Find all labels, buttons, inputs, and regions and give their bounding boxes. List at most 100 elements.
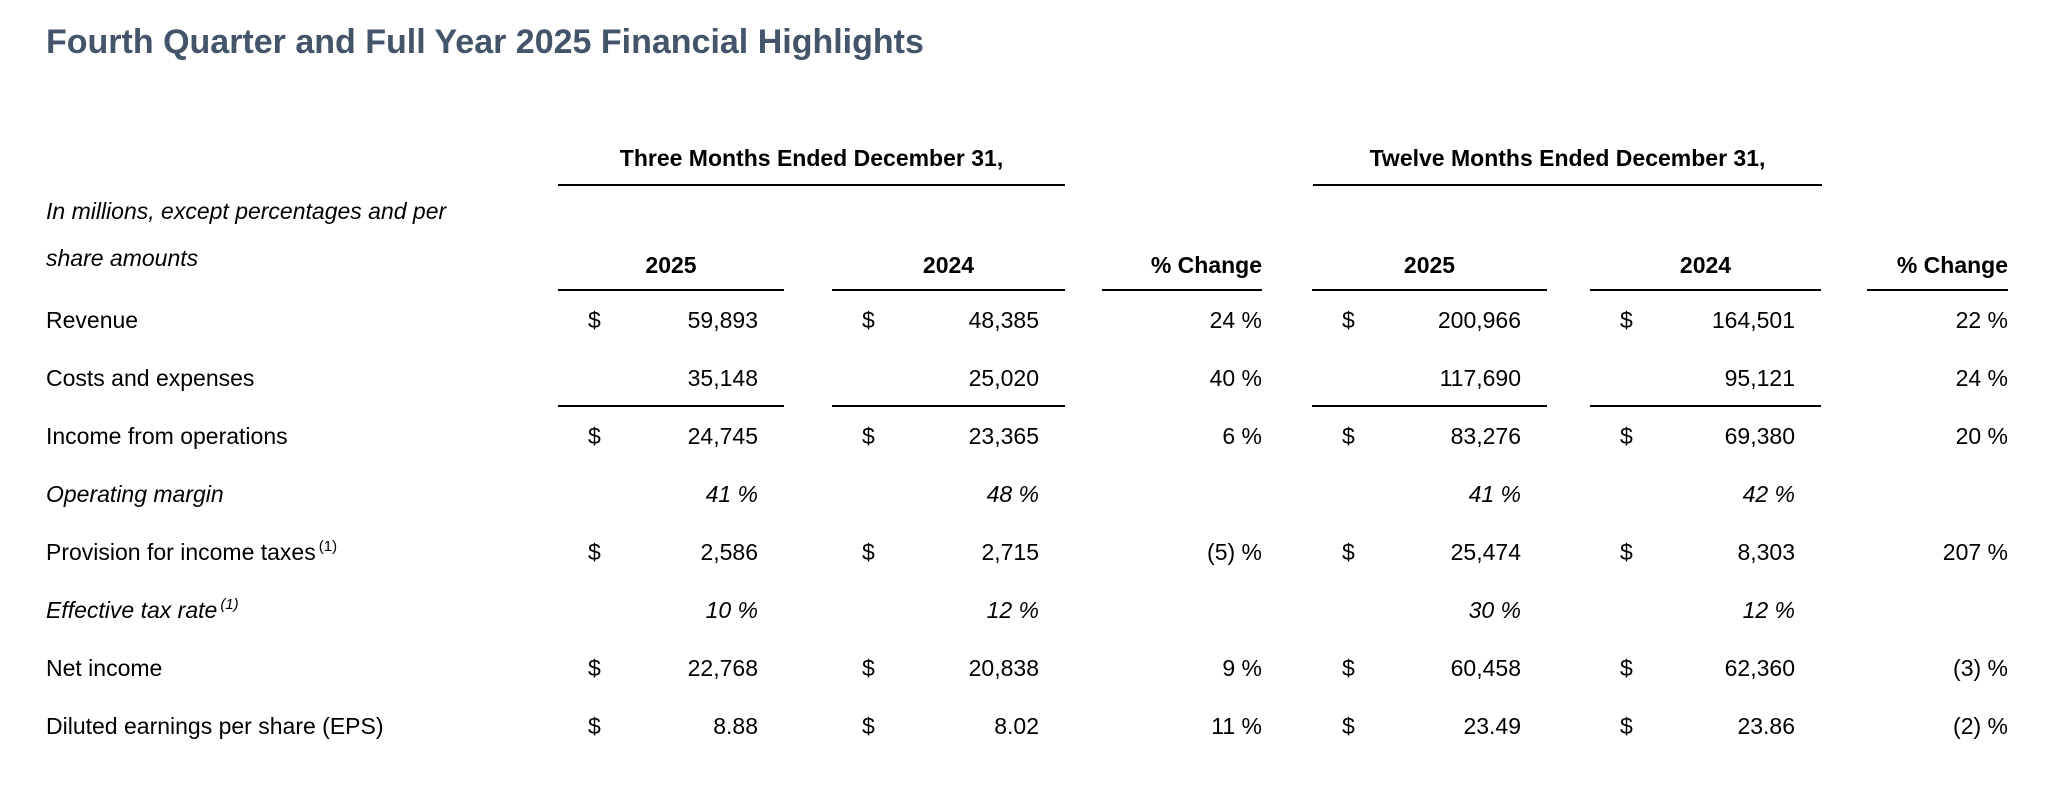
- cell-q4-pct-change: 9 %: [1222, 654, 1262, 681]
- cell-q4-2025: $2,586: [558, 523, 784, 581]
- dollar-sign: $: [588, 538, 601, 565]
- dollar-sign: $: [862, 538, 875, 565]
- cell-value: 2,586: [700, 538, 758, 565]
- cell-value: 30 %: [1468, 596, 1521, 623]
- column-header-row: In millions, except percentages and per …: [46, 188, 2008, 291]
- col-header-fy-pct-change: % Change: [1867, 252, 2008, 291]
- cell-fy-pct-change: 20 %: [1955, 422, 2008, 449]
- col-header-fy-2025: 2025: [1312, 252, 1547, 291]
- cell-q4-2025: $59,893: [558, 291, 784, 349]
- cell-q4-2025: $8.88: [558, 697, 784, 755]
- cell-fy-2025: $25,474: [1312, 523, 1547, 581]
- row-label: Effective tax rate (1): [46, 581, 558, 639]
- cell-value: 117,690: [1439, 364, 1521, 391]
- dollar-sign: $: [1620, 712, 1633, 739]
- table-units-note-line2: share amounts: [46, 244, 199, 271]
- dollar-sign: $: [1342, 538, 1355, 565]
- cell-q4-2025: $24,745: [558, 407, 784, 465]
- cell-fy-pct-change: 22 %: [1955, 306, 2008, 333]
- dollar-sign: $: [862, 654, 875, 681]
- table-row-costs-and-expenses: Costs and expenses 35,148 25,020 40 % 11…: [46, 349, 2008, 407]
- cell-value: 8.02: [994, 712, 1039, 739]
- group-header-row: Three Months Ended December 31, Twelve M…: [46, 145, 2008, 186]
- cell-value: 22,768: [687, 654, 758, 681]
- row-label-text: Operating margin: [46, 480, 224, 507]
- footnote-ref: (1): [318, 538, 338, 556]
- cell-fy-2025: 41 %: [1312, 465, 1547, 523]
- row-label: Revenue: [46, 291, 558, 349]
- dollar-sign: $: [1342, 306, 1355, 333]
- row-label: Diluted earnings per share (EPS): [46, 697, 558, 755]
- cell-q4-2024: $2,715: [832, 523, 1065, 581]
- cell-q4-2024: $48,385: [832, 291, 1065, 349]
- cell-q4-pct-change: 11 %: [1211, 712, 1262, 739]
- cell-q4-pct-change: [1102, 581, 1262, 639]
- cell-q4-2025: 35,148: [558, 349, 784, 407]
- table-row-net-income: Net income $22,768 $20,838 9 % $60,458 $…: [46, 639, 2008, 697]
- footnote-ref: (1): [220, 596, 239, 614]
- cell-fy-2025: 117,690: [1312, 349, 1547, 407]
- cell-fy-pct-change: [1867, 581, 2008, 639]
- cell-fy-2024: 42 %: [1590, 465, 1821, 523]
- group-header-three-months: Three Months Ended December 31,: [558, 145, 1065, 186]
- cell-value: 25,020: [968, 364, 1039, 391]
- cell-q4-2024: $8.02: [832, 697, 1065, 755]
- cell-q4-pct-change: 6 %: [1222, 422, 1262, 449]
- row-label-text: Provision for income taxes: [46, 538, 316, 565]
- cell-value: 95,121: [1724, 364, 1795, 391]
- cell-value: 42 %: [1742, 480, 1795, 507]
- cell-fy-2025: $23.49: [1312, 697, 1547, 755]
- row-label: Net income: [46, 639, 558, 697]
- cell-fy-2024: $164,501: [1590, 291, 1821, 349]
- cell-q4-2024: $23,365: [832, 407, 1065, 465]
- cell-q4-pct-change: 40 %: [1209, 364, 1262, 391]
- cell-value: 2,715: [981, 538, 1039, 565]
- cell-q4-2024: 25,020: [832, 349, 1065, 407]
- table-row-revenue: Revenue $59,893 $48,385 24 % $200,966 $1…: [46, 291, 2008, 349]
- dollar-sign: $: [1620, 306, 1633, 333]
- cell-value: 25,474: [1450, 538, 1521, 565]
- cell-value: 8,303: [1737, 538, 1795, 565]
- cell-fy-2024: 95,121: [1590, 349, 1821, 407]
- table-units-note-line1: In millions, except percentages and per: [46, 197, 447, 224]
- group-header-twelve-months: Twelve Months Ended December 31,: [1313, 145, 1822, 186]
- cell-value: 10 %: [705, 596, 758, 623]
- cell-value: 59,893: [687, 306, 758, 333]
- cell-value: 60,458: [1450, 654, 1521, 681]
- row-label-text: Diluted earnings per share (EPS): [46, 712, 384, 739]
- row-label-text: Net income: [46, 654, 163, 681]
- cell-value: 62,360: [1724, 654, 1795, 681]
- row-label: Provision for income taxes (1): [46, 523, 558, 581]
- dollar-sign: $: [1342, 654, 1355, 681]
- cell-q4-pct-change: [1102, 465, 1262, 523]
- dollar-sign: $: [588, 712, 601, 739]
- col-header-fy-2024: 2024: [1590, 252, 1821, 291]
- cell-fy-2025: $60,458: [1312, 639, 1547, 697]
- dollar-sign: $: [862, 712, 875, 739]
- dollar-sign: $: [1620, 538, 1633, 565]
- cell-value: 41 %: [705, 480, 758, 507]
- cell-value: 83,276: [1450, 422, 1521, 449]
- cell-fy-2024: $62,360: [1590, 639, 1821, 697]
- table-row-provision-for-income-taxes: Provision for income taxes (1) $2,586 $2,…: [46, 523, 2008, 581]
- dollar-sign: $: [862, 422, 875, 449]
- row-label: Costs and expenses: [46, 349, 558, 407]
- row-label-text: Effective tax rate: [46, 596, 218, 623]
- row-label: Income from operations: [46, 407, 558, 465]
- table-row-operating-margin: Operating margin 41 % 48 % 41 % 42 %: [46, 465, 2008, 523]
- dollar-sign: $: [1342, 422, 1355, 449]
- dollar-sign: $: [588, 422, 601, 449]
- cell-value: 164,501: [1711, 306, 1795, 333]
- row-label-text: Revenue: [46, 306, 139, 333]
- table-row-diluted-eps: Diluted earnings per share (EPS) $8.88 $…: [46, 697, 2008, 755]
- cell-fy-pct-change: (3) %: [1953, 654, 2008, 681]
- row-label: Operating margin: [46, 465, 558, 523]
- cell-q4-pct-change: (5) %: [1207, 538, 1262, 565]
- dollar-sign: $: [588, 654, 601, 681]
- cell-q4-2025: $22,768: [558, 639, 784, 697]
- cell-q4-2024: $20,838: [832, 639, 1065, 697]
- dollar-sign: $: [588, 306, 601, 333]
- cell-fy-2025: $200,966: [1312, 291, 1547, 349]
- cell-q4-2024: 12 %: [832, 581, 1065, 639]
